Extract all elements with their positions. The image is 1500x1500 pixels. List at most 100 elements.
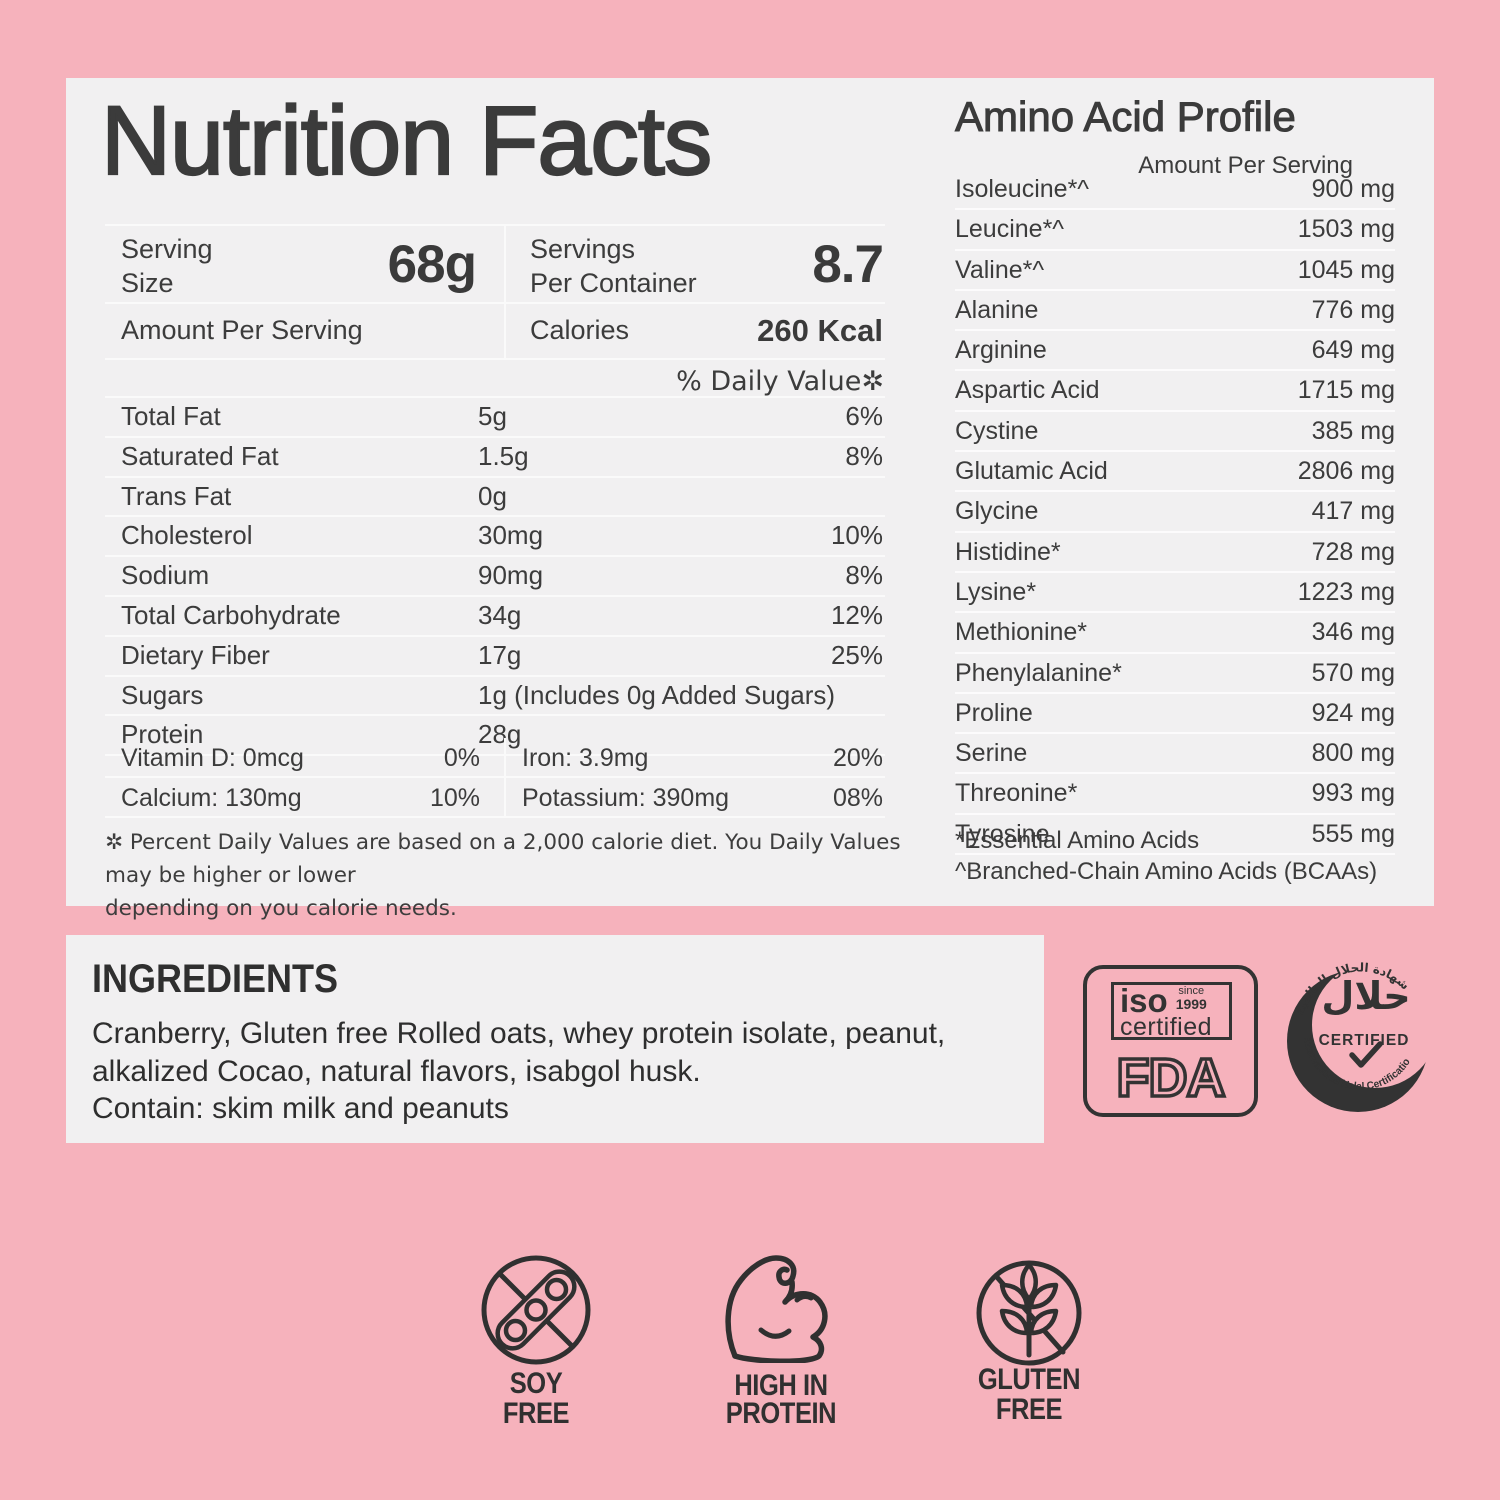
micro-daily-value: 10% (429, 784, 480, 812)
table-row: Alanine 776 mg (955, 291, 1395, 332)
table-row: Total Fat 5g 6% (105, 398, 885, 438)
iso-since-word: since (1178, 985, 1205, 997)
amino-value: 728 mg (1311, 537, 1395, 566)
table-row: Saturated Fat 1.5g 8% (105, 438, 885, 478)
soy-free-icon (481, 1255, 591, 1365)
calories-label: Calories (530, 315, 630, 345)
nutrient-name: Protein (121, 719, 204, 750)
amino-name: Alanine (955, 295, 1039, 324)
amino-name: Cystine (955, 416, 1039, 445)
micro-cell: Iron: 3.9mg 20% (506, 738, 885, 776)
serving-row: Serving Size 68g Servings Per Container … (105, 224, 885, 304)
nutrient-daily-value: 6% (845, 401, 883, 431)
nutrient-name: Cholesterol (121, 520, 253, 551)
amino-name: Threonine* (955, 779, 1078, 808)
amino-acid-profile-title: Amino Acid Profile (955, 93, 1297, 140)
micro-name: Vitamin D: 0mcg (121, 744, 304, 772)
micro-cell: Potassium: 390mg 08% (506, 778, 885, 816)
nutrient-name: Sodium (121, 560, 210, 591)
ingredients-line: Cranberry, Gluten free Rolled oats, whey… (92, 1017, 946, 1050)
footnote-line: depending on you calorie needs. (105, 896, 457, 921)
serving-size-value: 68g (387, 235, 477, 294)
micro-cell: Vitamin D: 0mcg 0% (105, 738, 506, 776)
amino-name: Lysine* (955, 577, 1037, 606)
micro-name: Potassium: 390mg (522, 784, 730, 812)
nutrient-amount: 1g (Includes 0g Added Sugars) (478, 679, 836, 710)
table-row: Lysine* 1223 mg (955, 573, 1395, 614)
micronutrient-table: Vitamin D: 0mcg 0% Iron: 3.9mg 20% Calci… (105, 738, 885, 818)
table-row: Sodium 90mg 8% (105, 557, 885, 597)
table-row: Arginine 649 mg (955, 331, 1395, 372)
amino-footnote-bcaa: ^Branched-Chain Amino Acids (BCAAs) (955, 858, 1378, 885)
amino-footnote-essential: *Essential Amino Acids (955, 827, 1200, 854)
servings-label-line2: Per Container (530, 268, 697, 298)
gluten-free-icon (976, 1260, 1082, 1366)
nutrient-amount: 30mg (478, 520, 544, 551)
iso-year: 1999 (1175, 996, 1207, 1012)
iso-fda-badge: iso since 1999 certified FDA (1083, 965, 1258, 1117)
nutrient-amount: 0g (478, 480, 507, 511)
calories-value: 260 Kcal (757, 313, 883, 348)
amino-name: Serine (955, 739, 1028, 768)
footnote-line: ✲ Percent Daily Values are based on a 2,… (105, 830, 901, 888)
ingredients-title: INGREDIENTS (92, 957, 339, 1001)
nutrient-name: Saturated Fat (121, 440, 279, 471)
nutrient-name: Total Carbohydrate (121, 599, 341, 630)
nutrition-facts-section: Nutrition Facts Serving Size 68g Serving… (100, 78, 901, 921)
nutrient-table: Total Fat 5g 6% Saturated Fat 1.5g 8% Tr… (105, 396, 885, 757)
table-row: Valine*^ 1045 mg (955, 251, 1395, 291)
ingredients-line: alkalized Cocao, natural flavors, isabgo… (92, 1054, 701, 1088)
nutrient-daily-value: 10% (830, 520, 883, 551)
nutrient-amount: 28g (478, 719, 522, 750)
halal-arabic-center-text: حلال (1321, 974, 1410, 1018)
nutrition-facts-title: Nutrition Facts (100, 86, 713, 195)
halal-certified-label: CERTIFIED (1319, 1032, 1410, 1049)
ingredients-text: Cranberry, Gluten free Rolled oats, whey… (92, 1015, 1032, 1128)
iso-line: iso since 1999 (1120, 984, 1229, 1017)
amino-value: 924 mg (1311, 698, 1395, 727)
amino-value: 649 mg (1311, 336, 1395, 365)
nutrient-daily-value: 8% (845, 560, 883, 591)
table-row: Methionine* 346 mg (955, 613, 1395, 654)
gluten-free-label: GLUTEN FREE (944, 1365, 1114, 1425)
table-row: Trans Fat 0g (105, 478, 885, 518)
nutrient-name: Dietary Fiber (121, 639, 270, 670)
serving-size-label-line2: Size (121, 268, 174, 298)
calories-row: Amount Per Serving Calories 260 Kcal (105, 302, 885, 360)
amino-value: 570 mg (1311, 658, 1395, 687)
servings-label-line1: Servings (530, 234, 636, 264)
table-row: Dietary Fiber 17g 25% (105, 637, 885, 677)
table-row: Glycine 417 mg (955, 492, 1395, 533)
nutrition-facts-panel: Nutrition Facts Serving Size 68g Serving… (66, 78, 1434, 921)
soy-free-label: SOY FREE (451, 1369, 621, 1429)
table-row: Cholesterol 30mg 10% (105, 517, 885, 558)
table-row: Threonine* 993 mg (955, 774, 1395, 815)
amino-value: 993 mg (1311, 779, 1395, 808)
ingredients-line: Contain: skim milk and peanuts (92, 1092, 509, 1125)
amino-value: 2806 mg (1297, 457, 1395, 486)
amount-per-serving-label: Amount Per Serving (121, 315, 363, 345)
table-row: Vitamin D: 0mcg 0% Iron: 3.9mg 20% (105, 738, 885, 778)
claim-label-line: GLUTEN (977, 1363, 1081, 1396)
amino-value: 800 mg (1311, 739, 1395, 768)
amino-name: Glutamic Acid (955, 457, 1108, 486)
amino-value: 1503 mg (1297, 215, 1395, 244)
amino-name: Aspartic Acid (955, 376, 1100, 405)
iso-since-label: since 1999 (1175, 985, 1207, 1012)
amino-name: Glycine (955, 497, 1039, 526)
nutrient-amount: 34g (478, 599, 522, 630)
daily-value-header: % Daily Value✲ (676, 366, 884, 397)
amino-value: 1223 mg (1297, 577, 1395, 606)
amino-value: 417 mg (1311, 497, 1395, 526)
amino-value: 1045 mg (1297, 255, 1395, 284)
claim-label-line: FREE (995, 1393, 1063, 1426)
nutrient-name: Trans Fat (121, 480, 232, 511)
nutrient-daily-value: 25% (830, 639, 883, 670)
table-row: Isoleucine*^ 900 mg (955, 170, 1395, 211)
amino-value: 776 mg (1311, 295, 1395, 324)
micro-daily-value: 0% (443, 744, 480, 772)
amino-amount-header: Amount Per Serving (1138, 152, 1353, 179)
amino-value: 1715 mg (1297, 376, 1395, 405)
nutrient-name: Sugars (121, 679, 204, 710)
micro-daily-value: 08% (832, 784, 883, 812)
